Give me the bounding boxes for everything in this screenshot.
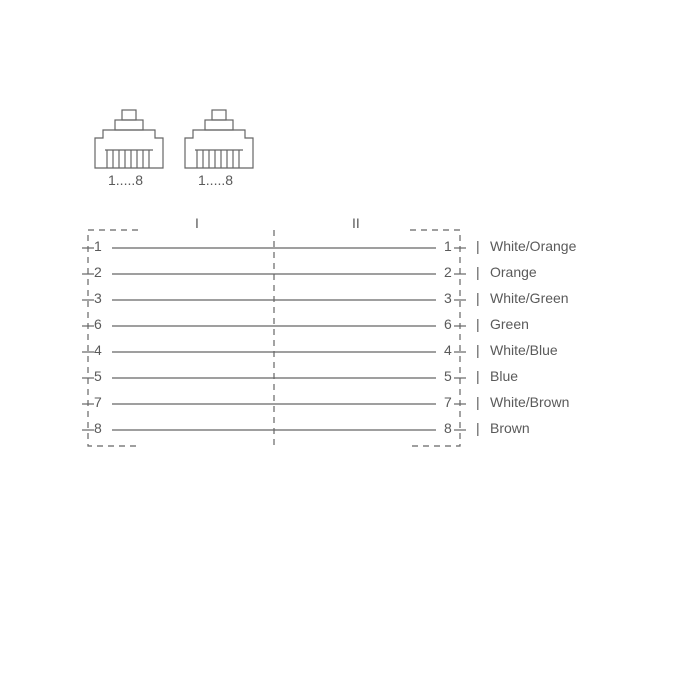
- connector-b-pins-label: 1.....8: [198, 172, 233, 188]
- wire-color-name: Green: [490, 316, 529, 332]
- pin-left: 5: [94, 368, 102, 384]
- separator: |: [476, 394, 480, 410]
- separator: |: [476, 316, 480, 332]
- pin-right: 2: [444, 264, 452, 280]
- pin-left: 1: [94, 238, 102, 254]
- wire-color-name: White/Blue: [490, 342, 558, 358]
- separator: |: [476, 420, 480, 436]
- pin-right: 5: [444, 368, 452, 384]
- separator: |: [476, 290, 480, 306]
- pin-right: 8: [444, 420, 452, 436]
- pin-left: 2: [94, 264, 102, 280]
- pin-right: 4: [444, 342, 452, 358]
- wire-color-name: Orange: [490, 264, 537, 280]
- pin-right: 6: [444, 316, 452, 332]
- connector-a-icon: [95, 110, 163, 168]
- separator: |: [476, 238, 480, 254]
- pin-right: 1: [444, 238, 452, 254]
- wire-color-name: White/Green: [490, 290, 569, 306]
- wiring-diagram: 1.....8 1.....8 I II 1 1 | White/Orange 2 2 | O…: [0, 0, 700, 700]
- pin-left: 4: [94, 342, 102, 358]
- pin-right: 3: [444, 290, 452, 306]
- pin-left: 3: [94, 290, 102, 306]
- pin-left: 7: [94, 394, 102, 410]
- diagram-svg: [0, 0, 700, 700]
- section-label-right: II: [352, 215, 360, 231]
- section-label-left: I: [195, 215, 199, 231]
- wire-color-name: White/Brown: [490, 394, 569, 410]
- separator: |: [476, 342, 480, 358]
- connector-b-icon: [185, 110, 253, 168]
- pin-left: 6: [94, 316, 102, 332]
- pin-left: 8: [94, 420, 102, 436]
- separator: |: [476, 264, 480, 280]
- wire-color-name: Blue: [490, 368, 518, 384]
- separator: |: [476, 368, 480, 384]
- connector-a-pins-label: 1.....8: [108, 172, 143, 188]
- wire-color-name: White/Orange: [490, 238, 576, 254]
- pin-right: 7: [444, 394, 452, 410]
- wire-color-name: Brown: [490, 420, 530, 436]
